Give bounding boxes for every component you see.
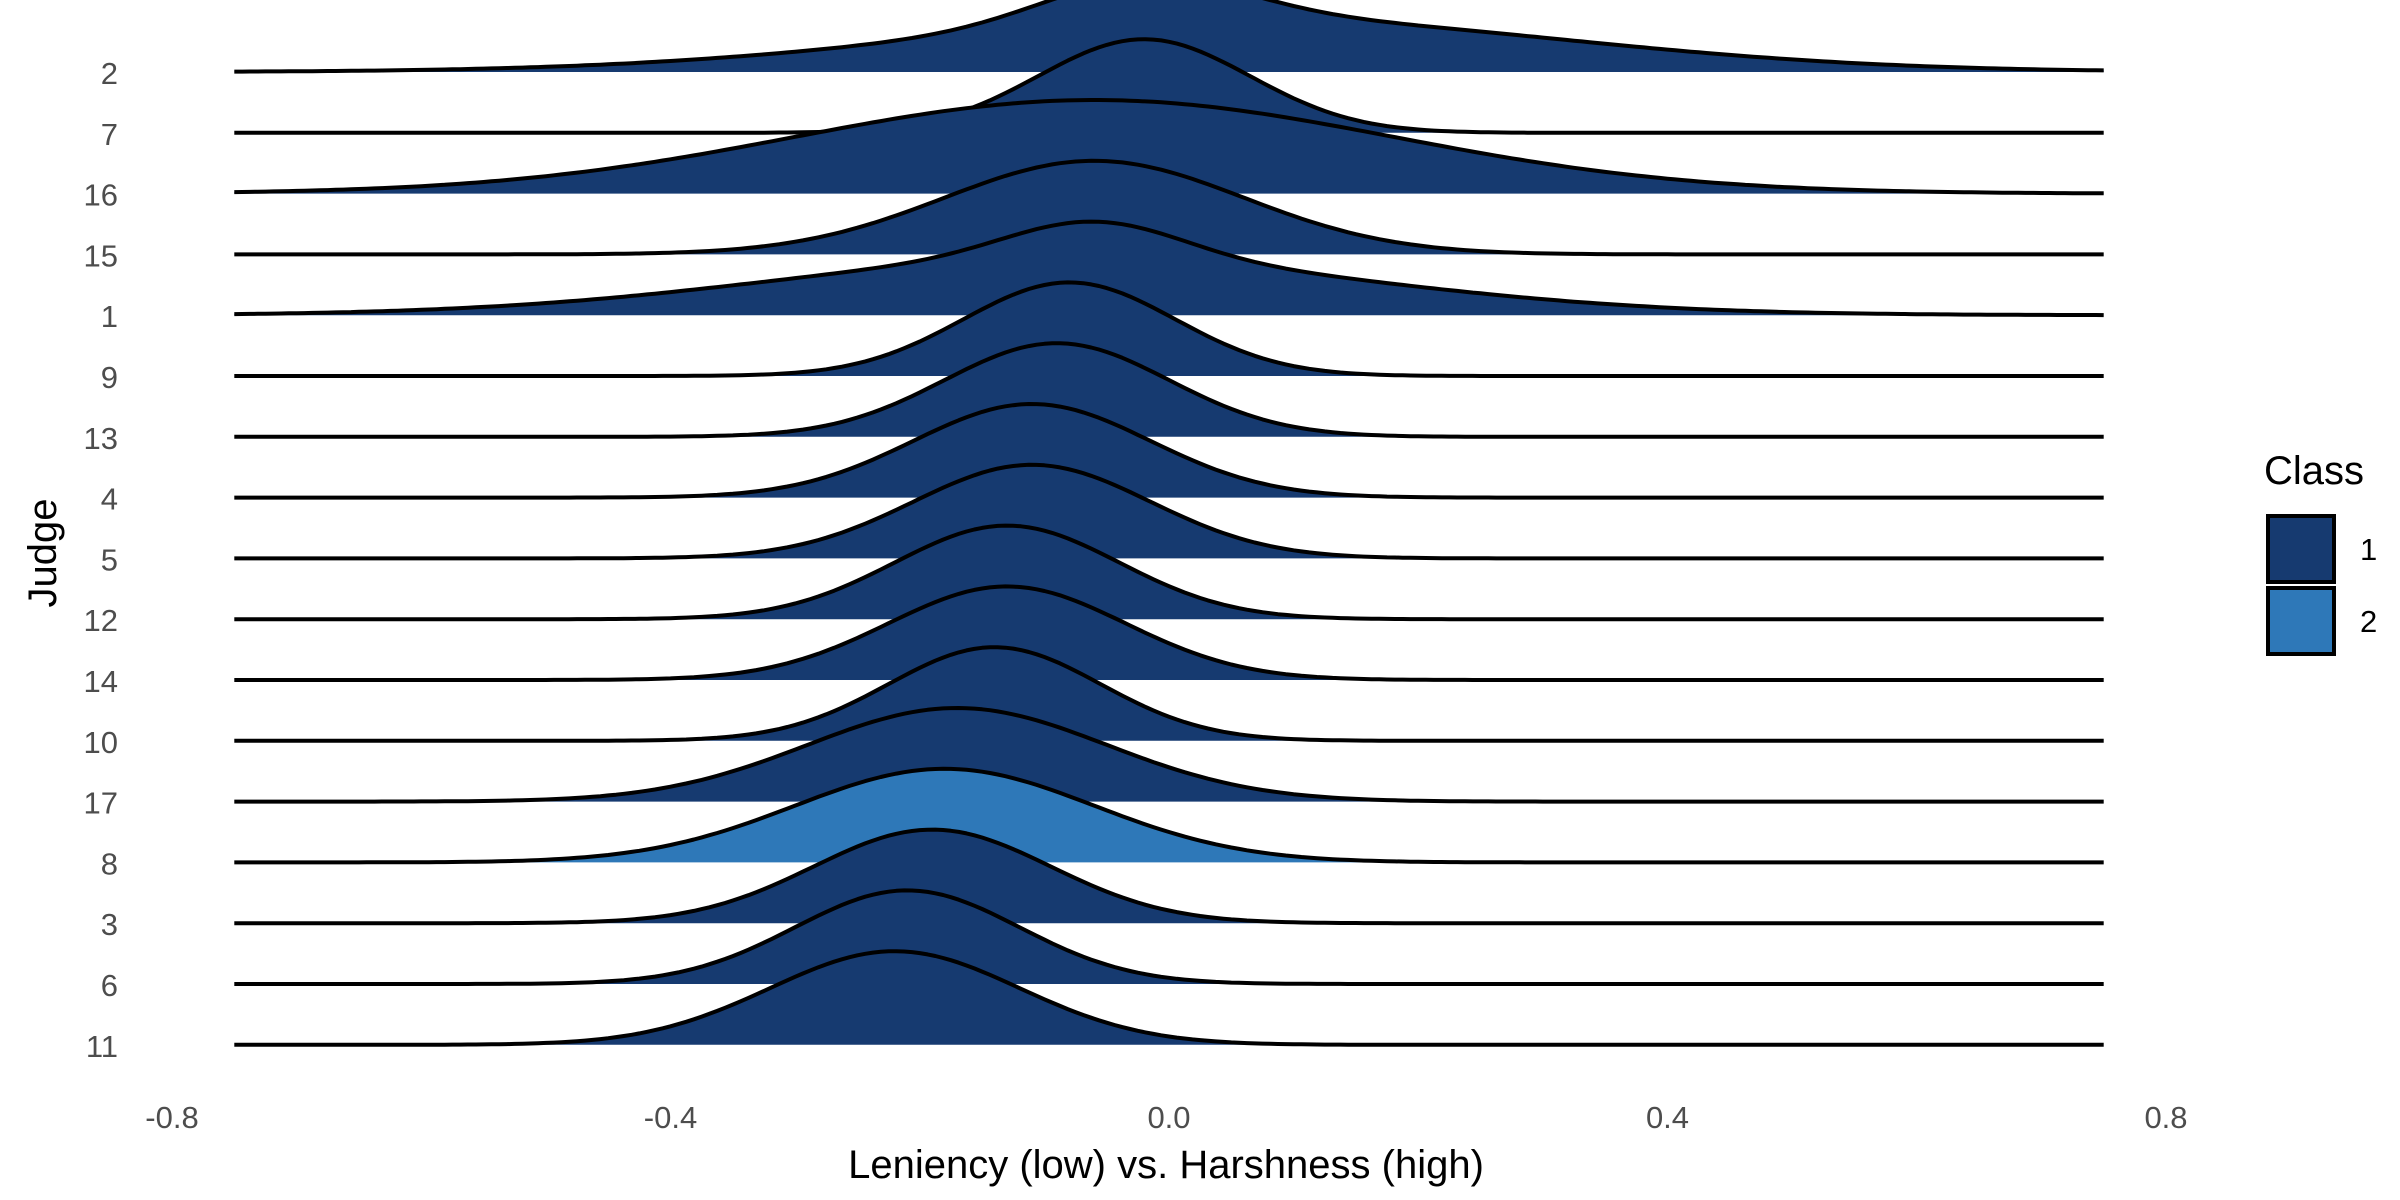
legend-label-class-2: 2 [2360,604,2377,639]
ridge-line-judge-13 [234,341,2104,439]
ridge-fill-judge-17 [234,708,2104,802]
y-tick-judge-1: 1 [101,299,118,334]
ridge-line-judge-9 [234,280,2104,378]
x-tick-4: 0.8 [2144,1100,2187,1135]
legend-key-class-2 [2266,586,2336,656]
ridge-line-judge-12 [234,523,2104,622]
y-tick-judge-11: 11 [86,1029,118,1064]
y-tick-judge-14: 14 [84,664,118,699]
ridge-line-judge-10 [234,645,2104,743]
y-tick-judge-10: 10 [84,725,118,760]
ridge-line-judge-4 [234,402,2104,500]
ridge-fill-judge-6 [234,890,2104,984]
ridge-fill-judge-14 [234,586,2104,680]
ridge-line-judge-11 [234,949,2104,1047]
y-tick-judge-9: 9 [101,360,118,395]
ridge-fill-judge-16 [234,100,2104,194]
ridge-fill-judge-10 [234,647,2104,741]
ridge-line-judge-17 [234,706,2104,804]
legend-title: Class [2264,449,2364,493]
y-tick-judge-2: 2 [101,56,118,91]
legend: Class 1 2 [2264,449,2377,656]
ridges-layer [234,0,2104,1047]
ridge-line-judge-3 [234,827,2104,926]
y-tick-judge-5: 5 [101,542,118,577]
y-tick-judge-3: 3 [101,907,118,942]
y-axis-title: Judge [21,499,65,608]
legend-label-class-1: 1 [2360,532,2377,567]
y-tick-judge-8: 8 [101,846,118,881]
ridge-line-judge-6 [234,888,2104,986]
x-tick-2: 0.0 [1147,1100,1190,1135]
ridge-line-judge-7 [234,37,2104,135]
x-tick-3: 0.4 [1646,1100,1689,1135]
y-tick-judge-13: 13 [84,421,118,456]
ridge-fill-judge-12 [234,525,2104,620]
ridge-fill-judge-1 [234,221,2104,316]
ridge-line-judge-1 [234,219,2104,318]
x-tick-0: -0.8 [145,1100,198,1135]
ridge-fill-judge-15 [234,160,2104,255]
y-tick-judge-6: 6 [101,968,118,1003]
y-tick-judge-4: 4 [101,482,118,517]
ridge-fill-judge-7 [234,39,2104,133]
y-tick-judge-12: 12 [84,603,118,638]
y-tick-judge-7: 7 [101,117,118,152]
y-tick-judge-16: 16 [84,178,118,213]
y-tick-judge-17: 17 [84,786,118,821]
ridge-line-judge-15 [234,158,2104,257]
ridge-line-judge-14 [234,584,2104,682]
ridge-fill-judge-2 [234,0,2104,72]
y-tick-judge-15: 15 [84,238,118,273]
legend-key-class-1 [2266,514,2336,584]
y-tick-labels: 2 7 16 15 1 9 13 4 5 12 14 10 17 8 3 6 11 [84,56,118,1064]
ridge-line-judge-2 [234,0,2104,74]
ridge-line-judge-5 [234,462,2104,561]
x-tick-1: -0.4 [644,1100,697,1135]
ridge-line-judge-8 [234,766,2104,865]
ridge-fill-judge-11 [234,951,2104,1045]
ridge-line-judge-16 [234,98,2104,196]
x-tick-labels: -0.8 -0.4 0.0 0.4 0.8 [145,1100,2187,1135]
x-axis-title: Leniency (low) vs. Harshness (high) [848,1143,1484,1187]
ridge-fill-judge-9 [234,282,2104,376]
ridge-fill-judge-13 [234,343,2104,437]
